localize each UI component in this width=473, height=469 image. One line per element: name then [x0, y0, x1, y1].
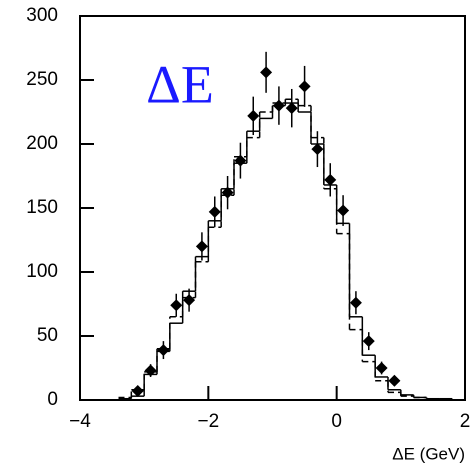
data-point — [324, 173, 337, 186]
data-point — [375, 362, 388, 374]
data-point — [195, 240, 208, 253]
x-tick-label: −2 — [197, 411, 219, 432]
y-tick-label: 150 — [26, 197, 58, 218]
data-point — [260, 66, 273, 79]
plot-frame — [79, 15, 466, 401]
data-point — [337, 204, 350, 217]
annotation: ΔE — [146, 54, 214, 114]
x-tick-label: 2 — [460, 411, 471, 432]
data-point — [298, 80, 311, 93]
y-tick-label: 0 — [47, 389, 58, 410]
data-point — [208, 205, 221, 218]
data-point — [144, 364, 157, 377]
data-point — [170, 299, 183, 312]
data-point — [285, 102, 298, 115]
data-point — [221, 186, 234, 199]
data-point — [349, 296, 362, 309]
data-point — [362, 335, 375, 348]
data-point — [183, 294, 196, 307]
x-axis-label: ΔE (GeV) — [392, 444, 465, 463]
data-point — [247, 109, 260, 122]
data-point — [272, 99, 285, 112]
data-point — [157, 344, 170, 357]
x-tick-label: 0 — [331, 411, 342, 432]
x-tick-label: −4 — [69, 411, 91, 432]
data-point — [311, 143, 324, 156]
y-tick-label: 100 — [26, 261, 58, 282]
data-point — [234, 154, 247, 167]
y-tick-label: 50 — [37, 325, 58, 346]
data-point — [131, 385, 144, 398]
data-point — [388, 374, 401, 387]
y-tick-label: 300 — [26, 5, 58, 26]
y-tick-label: 200 — [26, 133, 58, 154]
y-tick-label: 250 — [26, 69, 58, 90]
